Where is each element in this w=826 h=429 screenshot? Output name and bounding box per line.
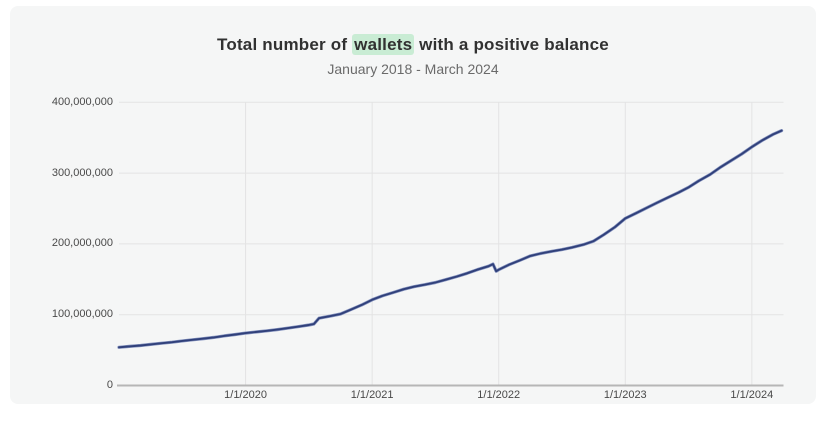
chart-panel (10, 6, 816, 404)
x-tick-label: 1/1/2022 (477, 389, 521, 401)
y-tick-label: 400,000,000 (51, 95, 113, 108)
chart-subtitle: January 2018 - March 2024 (327, 61, 499, 77)
y-tick-label: 0 (106, 379, 113, 391)
x-tick-label: 1/1/2021 (350, 389, 394, 401)
y-tick-label: 300,000,000 (51, 166, 113, 179)
wallets-series-line[interactable] (118, 129, 783, 349)
x-tick-label: 1/1/2023 (603, 389, 647, 401)
chart-title-suffix: with a positive balance (414, 35, 609, 54)
chart-title-prefix: Total number of (217, 35, 353, 54)
x-tick-label: 1/1/2024 (730, 389, 774, 401)
y-tick-label: 200,000,000 (51, 237, 113, 250)
chart-title: Total number of wallets with a positive … (0, 34, 826, 55)
x-tick-label: 1/1/2020 (224, 389, 267, 401)
y-tick-label: 100,000,000 (51, 308, 113, 321)
title-highlight-wallets: wallets (352, 34, 415, 55)
